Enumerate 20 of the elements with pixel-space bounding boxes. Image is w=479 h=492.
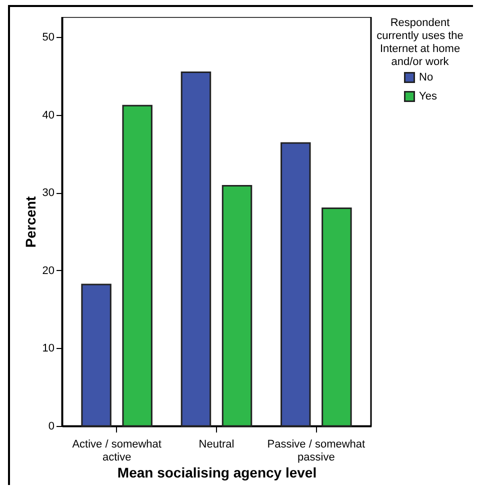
y-tick-label: 40: [42, 109, 54, 122]
x-tick-label: Active / somewhat active: [72, 438, 162, 464]
y-axis-title: Percent: [22, 196, 38, 248]
legend-label: Yes: [419, 90, 438, 102]
x-tick-label: Neutral: [198, 438, 234, 450]
y-tick-label: 0: [48, 420, 54, 432]
bar: [222, 184, 252, 427]
legend-title: Respondent currently uses the Internet at home and/or work: [376, 17, 464, 68]
legend-label: No: [419, 72, 434, 84]
bar: [322, 208, 352, 427]
y-tick-label: 10: [42, 342, 54, 355]
bar: [81, 284, 112, 427]
y-tick-label: 30: [42, 187, 54, 200]
bar: [280, 142, 311, 427]
y-tick-label: 50: [42, 32, 54, 44]
x-tick-label: Passive / somewhat passive: [267, 438, 366, 464]
y-tick-label: 20: [42, 264, 54, 277]
x-axis-title: Mean socialising agency level: [117, 464, 317, 480]
bar: [122, 104, 152, 427]
bar: [180, 71, 212, 427]
